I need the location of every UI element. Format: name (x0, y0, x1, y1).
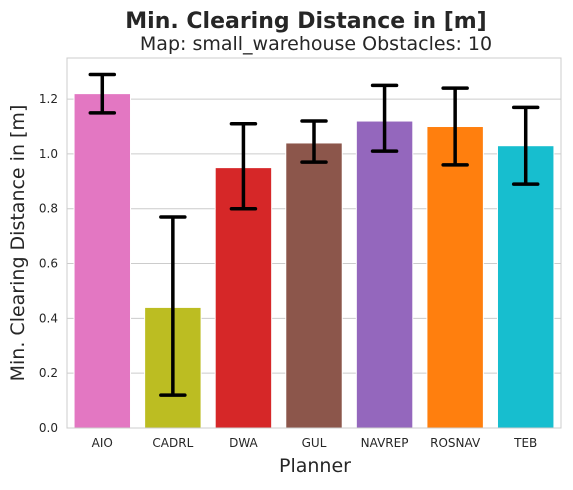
x-tick-label: CADRL (152, 436, 193, 450)
y-tick-label: 0.4 (39, 311, 58, 325)
x-tick-label: ROSNAV (430, 436, 481, 450)
y-tick-label: 0.2 (39, 366, 58, 380)
chart-subtitle: Map: small_warehouse Obstacles: 10 (140, 33, 492, 55)
plot-area: 0.0 0.2 0.4 0.6 0.8 1.0 1.2 AIO CADRL DWA GUL NAVRE… (39, 57, 562, 450)
x-tick-label: AIO (92, 436, 113, 450)
x-tick-label: DWA (229, 436, 258, 450)
y-tick-label: 0.8 (39, 202, 58, 216)
bar-navrep (355, 120, 414, 429)
x-tick-label: TEB (513, 436, 537, 450)
x-tick-label: GUL (302, 436, 327, 450)
y-tick-label: 1.0 (39, 147, 58, 161)
y-axis-label: Min. Clearing Distance in [m] (7, 105, 29, 382)
bar-aio (73, 93, 132, 429)
x-tick-label: NAVREP (361, 436, 409, 450)
bar-teb (496, 145, 555, 429)
chart-title: Min. Clearing Distance in [m] (125, 9, 486, 34)
y-tick-label: 0.0 (39, 421, 58, 435)
x-axis-label: Planner (279, 455, 351, 477)
y-tick-label: 1.2 (39, 92, 58, 106)
bar-rosnav (426, 126, 484, 429)
plot-frame (66, 57, 562, 429)
y-tick-label: 0.6 (39, 257, 58, 271)
bar-gul (285, 142, 343, 429)
